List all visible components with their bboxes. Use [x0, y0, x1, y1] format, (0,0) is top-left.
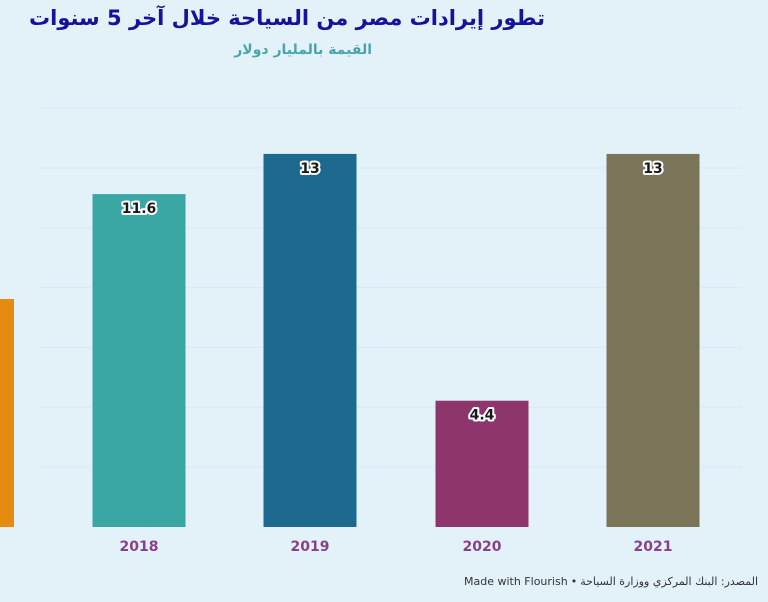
data-label-2019: 13 — [300, 161, 319, 177]
x-tick-label-2021: 2021 — [634, 539, 673, 555]
x-tick-label-2018: 2018 — [120, 539, 159, 555]
chart-title: تطور إيرادات مصر من السياحة خلال آخر 5 س… — [29, 6, 545, 30]
x-tick-label-2019: 2019 — [291, 539, 330, 555]
x-tick-label-2020: 2020 — [463, 539, 502, 555]
data-label-2021: 13 — [643, 161, 662, 177]
bar-2019 — [263, 153, 357, 528]
data-label-2020: 4.4 — [470, 408, 495, 424]
bar-2020 — [435, 400, 529, 527]
data-label-2018: 11.6 — [122, 201, 157, 217]
chart-subtitle: القيمة بالمليار دولار — [234, 42, 372, 58]
bar-2021 — [606, 153, 700, 528]
footer: المصدر: البنك المركزي ووزارة السياحة•Mad… — [464, 575, 758, 588]
footer-source: المصدر: البنك المركزي ووزارة السياحة — [580, 575, 758, 588]
footer-made-with[interactable]: Made with Flourish — [464, 575, 568, 588]
bar-2018 — [92, 194, 186, 527]
side-marker — [0, 299, 14, 527]
footer-separator: • — [570, 575, 578, 588]
